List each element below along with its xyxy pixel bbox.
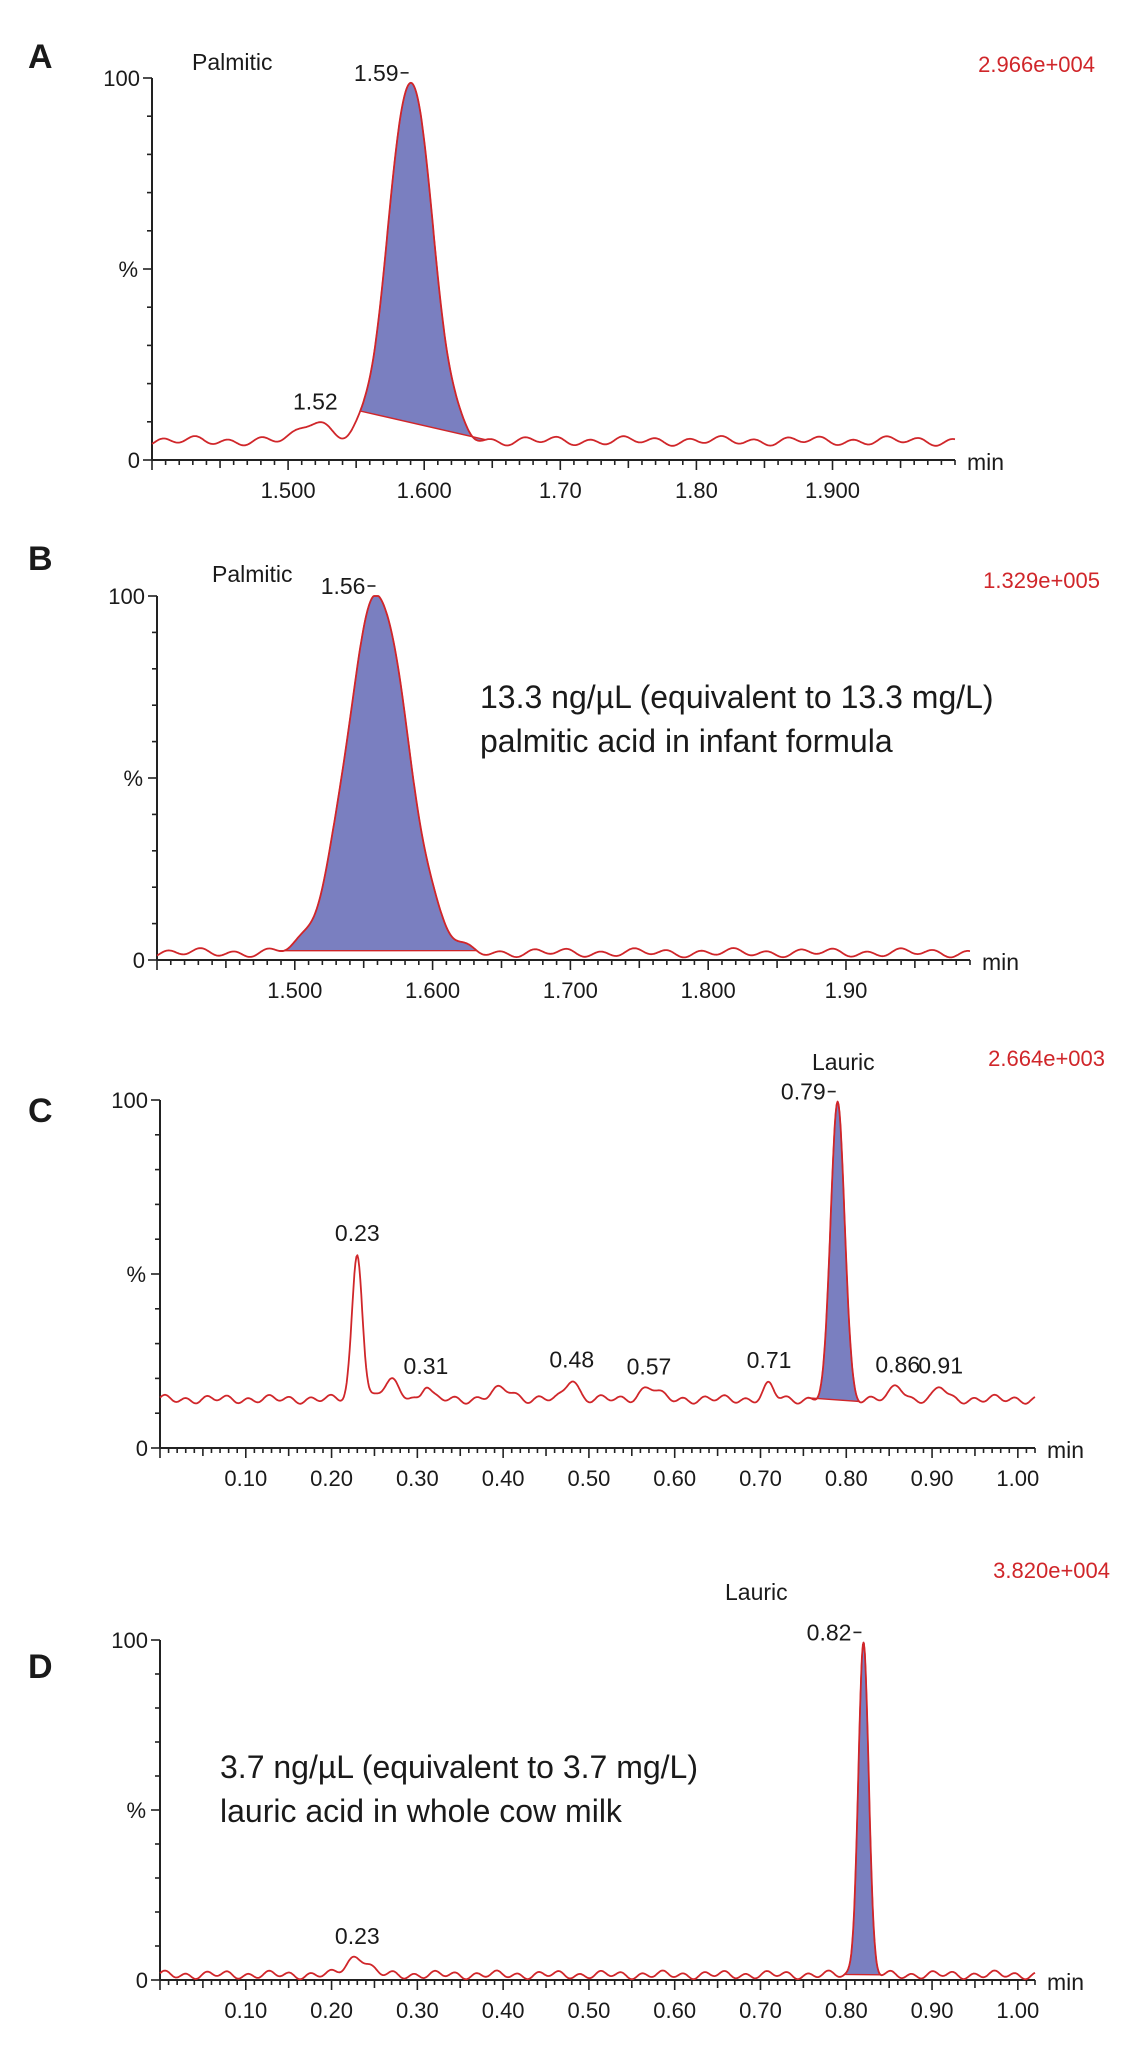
x-tick-label: 0.10: [224, 1466, 267, 1491]
peak-label: 0.71: [747, 1347, 792, 1373]
x-tick-label: 1.500: [261, 478, 316, 503]
x-tick-label: 0.50: [568, 1466, 611, 1491]
x-tick-label: 1.700: [543, 978, 598, 1003]
x-axis-label: min: [1047, 1969, 1084, 1995]
peak-label: 1.52: [293, 388, 338, 414]
chromatogram-trace: [159, 1100, 1036, 1405]
chromatogram-trace: [156, 595, 971, 959]
y-tick-label-100: 100: [108, 584, 145, 609]
x-tick-label: 0.50: [568, 1998, 611, 2023]
peak-label: 1.59: [354, 60, 399, 86]
panel-letter: A: [28, 38, 53, 76]
peak-label: 0.57: [627, 1353, 672, 1379]
x-axis-label: min: [967, 449, 1004, 475]
x-tick-label: 0.40: [482, 1466, 525, 1491]
peak-label: 0.23: [335, 1923, 380, 1949]
x-tick-label: 1.70: [539, 478, 582, 503]
compound-label: Lauric: [725, 1579, 788, 1605]
x-tick-label: 1.800: [681, 978, 736, 1003]
x-tick-label: 0.70: [739, 1998, 782, 2023]
peak-label: 0.86: [875, 1352, 920, 1378]
x-tick-label: 0.30: [396, 1466, 439, 1491]
y-axis-label: %: [126, 1798, 146, 1823]
panel-letter: D: [28, 1648, 53, 1686]
y-tick-label-100: 100: [111, 1628, 148, 1653]
compound-label: Palmitic: [192, 49, 273, 75]
panel-letter: C: [28, 1092, 53, 1130]
panel-a: A 2.966e+004 Palmitic 100 0% 1.500 1.600 1.70 1.…: [28, 38, 1095, 503]
peak-label: 0.31: [404, 1353, 449, 1379]
x-tick-label: 1.900: [805, 478, 860, 503]
x-axis-label: min: [1047, 1437, 1084, 1463]
annotation-line: 3.7 ng/µL (equivalent to 3.7 mg/L): [220, 1749, 698, 1785]
peak-label: 0.82: [807, 1619, 852, 1645]
x-tick-label: 0.30: [396, 1998, 439, 2023]
x-tick-label: 1.00: [996, 1466, 1039, 1491]
y-axis-label: %: [118, 257, 138, 282]
x-tick-label: 0.40: [482, 1998, 525, 2023]
integrated-peak-area: [278, 595, 479, 952]
y-tick-label-0: 0: [136, 1968, 148, 1993]
y-tick-label-0: 0: [136, 1436, 148, 1461]
integrated-peak-area: [842, 1641, 883, 1976]
compound-label: Lauric: [812, 1049, 875, 1075]
chromatogram-trace: [159, 1642, 1036, 1981]
x-axis-label: min: [982, 949, 1019, 975]
panel-d: D 3.820e+004 Lauric 100 0% 0.10 0.20 0.30 0.40 0.…: [28, 1558, 1110, 2023]
compound-label: Palmitic: [212, 561, 293, 587]
peak-label: 0.48: [549, 1347, 594, 1373]
x-tick-label: 1.600: [397, 478, 452, 503]
x-tick-label: 1.600: [405, 978, 460, 1003]
x-tick-label: 0.70: [739, 1466, 782, 1491]
x-tick-label: 1.500: [267, 978, 322, 1003]
y-tick-label-100: 100: [103, 66, 140, 91]
y-tick-label-100: 100: [111, 1088, 148, 1113]
scale-factor: 2.966e+004: [978, 52, 1095, 77]
chromatogram-trace: [151, 81, 956, 447]
y-axis-label: %: [123, 766, 143, 791]
peak-label: 1.56: [321, 573, 366, 599]
x-tick-label: 1.90: [825, 978, 868, 1003]
panel-b: B 1.329e+005 Palmitic 100 0% 1.500 1.600 1.700 1…: [28, 540, 1100, 1003]
x-tick-label: 1.80: [675, 478, 718, 503]
y-tick-label-0: 0: [128, 448, 140, 473]
peak-label: 0.91: [918, 1353, 963, 1379]
peak-label: 0.79: [781, 1079, 826, 1105]
x-tick-label: 0.90: [911, 1998, 954, 2023]
peak-label: 0.23: [335, 1220, 380, 1246]
annotation-line: 13.3 ng/µL (equivalent to 13.3 mg/L): [480, 679, 994, 715]
panel-c: C 2.664e+003 Lauric 100 0% 0.10 0.20 0.30 0.40 0.…: [28, 1046, 1105, 1491]
y-axis-label: %: [126, 1262, 146, 1287]
x-tick-label: 0.60: [653, 1466, 696, 1491]
x-tick-label: 0.10: [224, 1998, 267, 2023]
panel-letter: B: [28, 540, 53, 578]
scale-factor: 1.329e+005: [983, 568, 1100, 593]
annotation-line: palmitic acid in infant formula: [480, 723, 893, 759]
x-tick-label: 0.90: [911, 1466, 954, 1491]
y-tick-label-0: 0: [133, 948, 145, 973]
x-tick-label: 0.80: [825, 1466, 868, 1491]
scale-factor: 3.820e+004: [993, 1558, 1110, 1583]
panels-root: A 2.966e+004 Palmitic 100 0% 1.500 1.600 1.70 1.…: [28, 38, 1110, 2023]
x-tick-label: 0.20: [310, 1466, 353, 1491]
scale-factor: 2.664e+003: [988, 1046, 1105, 1071]
x-tick-label: 0.80: [825, 1998, 868, 2023]
x-tick-label: 0.20: [310, 1998, 353, 2023]
x-tick-label: 1.00: [996, 1998, 1039, 2023]
x-tick-label: 0.60: [653, 1998, 696, 2023]
annotation-line: lauric acid in whole cow milk: [220, 1793, 623, 1829]
